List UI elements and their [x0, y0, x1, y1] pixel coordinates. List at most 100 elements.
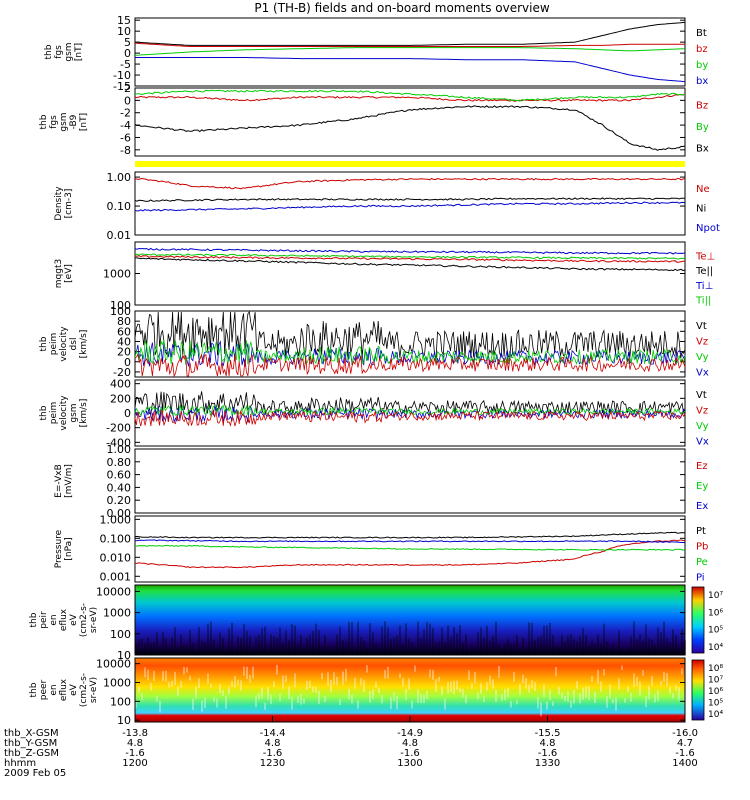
x-tick-label: 1230	[260, 758, 285, 769]
legend-Ti⊥: Ti⊥	[695, 281, 713, 292]
y-axis-label: gsm	[59, 112, 69, 131]
y-axis-label: eflux	[59, 678, 69, 701]
series-Ne	[134, 177, 686, 190]
y-tick-label: 10	[117, 649, 131, 662]
y-axis-label: Pressure	[54, 529, 64, 568]
y-axis-label: [km/s]	[79, 330, 89, 359]
x-tick-label: 1330	[535, 758, 560, 769]
series-Te⊥	[134, 255, 686, 263]
y-tick-label: 40	[117, 335, 131, 348]
y-tick-label: 80	[117, 315, 131, 328]
y-axis-label: E=-VxB	[54, 464, 64, 498]
y-tick-label: 2	[124, 82, 131, 95]
legend-Vt: Vt	[696, 321, 707, 332]
legend-Vx: Vx	[696, 436, 709, 447]
legend-Pi: Pi	[696, 572, 705, 583]
legend-Ex: Ex	[696, 501, 708, 512]
y-axis-label: eV	[69, 613, 79, 626]
y-tick-label: 5	[124, 36, 131, 49]
panel-frame	[134, 515, 686, 583]
x-tick-label: 1200	[122, 758, 147, 769]
x-axis-table: -13.84.8-1.61200-14.44.8-1.61230-14.94.8…	[4, 716, 698, 769]
colorbar-label: 10⁴	[708, 643, 723, 653]
y-axis-label: [cm-3]	[64, 189, 74, 219]
y-axis-label: (cm2-s-	[79, 603, 89, 637]
y-axis-label: [nPa]	[64, 537, 74, 560]
y-axis-label: sr-eV)	[89, 677, 99, 703]
y-tick-label: -4	[120, 119, 131, 132]
y-tick-label: 0	[124, 94, 131, 107]
y-tick-label: 0.010	[100, 551, 132, 564]
colorbar-label: 10⁸	[708, 664, 723, 674]
panel-frame	[134, 171, 686, 236]
y-tick-label: 10000	[96, 658, 131, 671]
legend-Vz: Vz	[696, 336, 708, 347]
series-Npot	[134, 201, 686, 212]
series-Ti||	[134, 253, 686, 260]
panel-pressure: 1.000 0.100 0.010 0.001 Pressure [nPa] Pt Pb Pe P…	[54, 513, 708, 583]
colorbar-label: 10⁷	[708, 591, 723, 601]
y-tick-label: 0.01	[107, 229, 132, 242]
legend-Bz: Bz	[696, 101, 708, 112]
y-tick-label: 10000	[96, 585, 131, 598]
legend-Vx: Vx	[696, 367, 709, 378]
x-tick-label: 1400	[672, 758, 697, 769]
y-tick-label: -6	[120, 131, 131, 144]
series-Pb	[134, 539, 686, 569]
y-tick-label: 100	[110, 299, 131, 312]
x-tick-label: 4.8	[265, 738, 281, 749]
y-tick-label: 15	[117, 14, 131, 27]
y-axis-label: [km/s]	[79, 399, 89, 428]
spectrogram-texture	[135, 664, 686, 717]
y-tick-label: 20	[117, 346, 131, 359]
legend-Vz: Vz	[696, 405, 708, 416]
panel-temp: 1000 100 mqgt3 [eV] Te⊥ Te|| Ti⊥ Ti||	[54, 241, 715, 312]
series-black	[134, 311, 686, 359]
y-tick-label: -2	[120, 107, 131, 120]
y-tick-label: 60	[117, 325, 131, 338]
colorbar-peir	[691, 586, 705, 654]
legend-Vt: Vt	[696, 390, 707, 401]
y-axis-label: [eV]	[64, 264, 74, 283]
y-tick-label: 0	[124, 47, 131, 60]
series-by	[134, 47, 686, 56]
y-tick-label: 100	[110, 628, 131, 641]
legend-by: by	[696, 60, 708, 71]
spectrogram-texture	[135, 621, 686, 655]
colorbar-label: 10⁵	[708, 699, 723, 709]
y-axis-label: Density	[54, 186, 64, 221]
y-axis-label: peer	[39, 679, 49, 700]
y-tick-label: 1000	[103, 677, 131, 690]
series-By	[134, 89, 686, 102]
panel-frame	[134, 87, 686, 157]
y-tick-label: 1000	[103, 607, 131, 620]
panel-peir: 10⁷ 10⁶ 10⁵ 10⁴ 10000 1000 100 10 thb peir en eflux…	[29, 584, 723, 662]
y-axis-label: gsm	[64, 42, 74, 61]
x-row-label: hhmm	[4, 758, 36, 769]
legend-Bt: Bt	[696, 28, 707, 39]
y-tick-label: 10	[117, 25, 131, 38]
y-tick-label: 100	[110, 305, 131, 318]
x-tick-label: -14.9	[397, 728, 423, 739]
legend-Npot: Npot	[696, 223, 720, 234]
y-axis-label: thb	[39, 405, 49, 420]
series-Ti⊥	[134, 247, 686, 255]
series-blue	[134, 405, 686, 424]
series-Bx	[134, 105, 686, 151]
chart-title: P1 (TH-B) fields and on-board moments ov…	[254, 1, 550, 15]
y-axis-label: eV	[69, 683, 79, 696]
legend-Ni: Ni	[696, 204, 706, 215]
x-tick-label: 4.8	[127, 738, 143, 749]
y-axis-label: thb	[39, 336, 49, 351]
y-tick-label: 0.100	[100, 532, 132, 545]
series-green	[134, 339, 686, 366]
y-axis-label: velocity	[59, 395, 69, 431]
series-Te||	[135, 257, 686, 272]
y-tick-label: -8	[120, 144, 131, 157]
y-tick-label: -15	[113, 80, 131, 93]
panel-frame	[134, 448, 686, 514]
legend-Ti||: Ti||	[695, 296, 711, 307]
